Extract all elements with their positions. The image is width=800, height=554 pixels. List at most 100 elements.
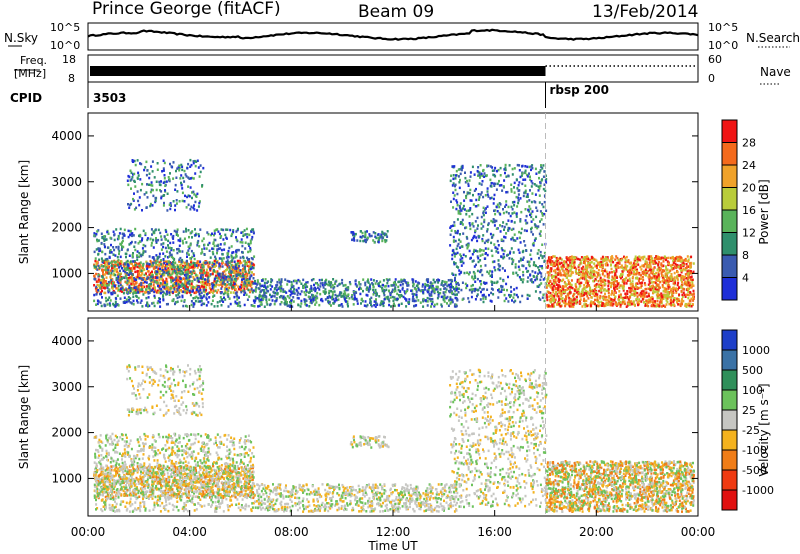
echo-cell bbox=[104, 296, 107, 300]
echo-cell bbox=[454, 177, 457, 180]
echo-cell bbox=[106, 230, 109, 234]
echo-cell bbox=[149, 238, 152, 241]
echo-cell bbox=[165, 303, 168, 306]
echo-cell bbox=[187, 290, 190, 293]
echo-cell bbox=[138, 266, 141, 269]
echo-cell bbox=[118, 252, 120, 256]
date-title: 13/Feb/2014 bbox=[592, 2, 698, 22]
echo-cell bbox=[382, 284, 385, 287]
echo-cell bbox=[166, 292, 169, 296]
echo-cell bbox=[430, 293, 433, 296]
echo-cell bbox=[407, 301, 410, 304]
echo-cell bbox=[139, 188, 142, 192]
echo-cell bbox=[503, 288, 505, 291]
echo-cell bbox=[508, 257, 511, 260]
echo-cell bbox=[468, 271, 471, 274]
echo-cell bbox=[457, 287, 460, 290]
echo-cell bbox=[378, 236, 381, 240]
echo-cell bbox=[212, 269, 215, 272]
echo-cell bbox=[101, 260, 104, 264]
echo-cell bbox=[593, 288, 596, 291]
echo-cell bbox=[456, 281, 459, 285]
echo-cell bbox=[522, 274, 525, 277]
echo-cell bbox=[530, 185, 533, 188]
echo-cell bbox=[160, 263, 163, 266]
echo-cell bbox=[95, 303, 98, 306]
echo-cell bbox=[185, 274, 188, 277]
echo-cell bbox=[370, 234, 373, 238]
echo-cell bbox=[221, 282, 224, 285]
echo-cell bbox=[513, 288, 516, 291]
echo-cell bbox=[328, 282, 331, 285]
echo-cell bbox=[243, 303, 246, 307]
echo-cell bbox=[499, 230, 502, 233]
echo-cell bbox=[251, 266, 254, 270]
echo-cell bbox=[304, 300, 307, 303]
echo-cell bbox=[93, 284, 96, 287]
echo-cell bbox=[188, 265, 191, 269]
echo-cell bbox=[220, 281, 223, 284]
echo-cell bbox=[280, 301, 283, 304]
echo-cell bbox=[537, 185, 540, 188]
echo-cell bbox=[228, 266, 231, 269]
echo-cell bbox=[256, 283, 258, 286]
echo-cell bbox=[375, 280, 378, 283]
echo-cell bbox=[373, 300, 376, 303]
echo-cell bbox=[453, 194, 456, 197]
echo-cell bbox=[518, 169, 521, 172]
echo-cell bbox=[116, 255, 119, 259]
echo-cell bbox=[146, 183, 148, 186]
echo-cell bbox=[160, 288, 163, 291]
echo-cell bbox=[426, 290, 429, 294]
echo-cell bbox=[221, 272, 224, 275]
echo-cell bbox=[495, 205, 498, 209]
echo-cell bbox=[559, 285, 562, 288]
echo-cell bbox=[552, 284, 555, 288]
echo-cell bbox=[175, 282, 178, 285]
echo-cell bbox=[514, 266, 517, 269]
echo-cell bbox=[440, 303, 443, 306]
echo-cell bbox=[141, 266, 144, 269]
echo-cell bbox=[468, 222, 471, 225]
echo-cell bbox=[636, 301, 639, 304]
echo-cell bbox=[455, 252, 458, 256]
echo-cell bbox=[211, 250, 214, 254]
echo-cell bbox=[129, 289, 132, 292]
echo-cell bbox=[521, 182, 524, 186]
echo-cell bbox=[486, 270, 489, 274]
echo-cell bbox=[397, 294, 400, 297]
echo-cell bbox=[104, 280, 107, 283]
echo-cell bbox=[295, 289, 298, 292]
echo-cell bbox=[308, 297, 311, 300]
echo-cell bbox=[541, 266, 544, 270]
echo-cell bbox=[556, 258, 559, 261]
echo-cell bbox=[494, 209, 497, 212]
echo-cell bbox=[243, 293, 246, 296]
echo-cell bbox=[583, 284, 586, 287]
echo-cell bbox=[192, 305, 195, 308]
echo-cell bbox=[168, 291, 171, 294]
echo-cell bbox=[322, 286, 325, 289]
echo-cell bbox=[191, 271, 194, 274]
echo-cell bbox=[163, 261, 166, 265]
echo-cell bbox=[528, 294, 531, 297]
echo-cell bbox=[182, 230, 185, 233]
echo-cell bbox=[145, 191, 148, 194]
echo-cell bbox=[316, 296, 319, 300]
echo-cell bbox=[446, 295, 449, 299]
echo-cell bbox=[170, 278, 173, 282]
echo-cell bbox=[126, 272, 128, 275]
echo-cell bbox=[209, 269, 212, 272]
echo-cell bbox=[463, 208, 466, 211]
echo-cell bbox=[484, 264, 487, 267]
echo-cell bbox=[539, 250, 542, 254]
echo-cell bbox=[505, 200, 508, 203]
echo-cell bbox=[107, 298, 109, 302]
echo-cell bbox=[502, 208, 504, 211]
echo-cell bbox=[440, 305, 443, 308]
echo-cell bbox=[470, 291, 473, 294]
echo-cell bbox=[252, 266, 255, 270]
echo-cell bbox=[660, 305, 663, 308]
echo-cell bbox=[525, 229, 528, 233]
echo-cell bbox=[302, 284, 305, 288]
